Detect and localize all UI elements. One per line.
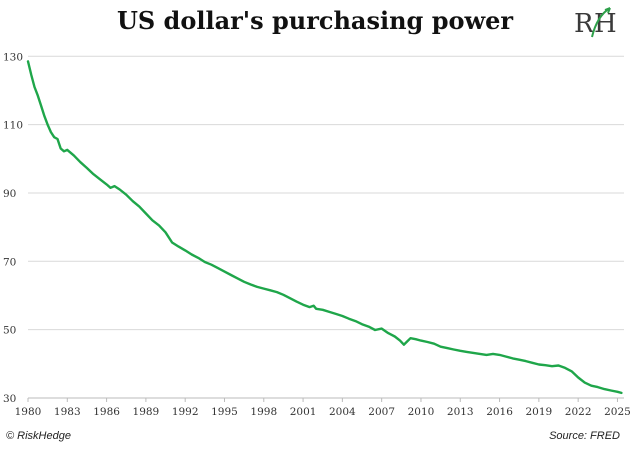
x-tick-label: 2025 xyxy=(604,406,630,418)
copyright-label: © RiskHedge xyxy=(6,430,71,442)
chart-title: US dollar's purchasing power xyxy=(116,6,514,35)
x-tick-label: 1983 xyxy=(54,406,81,418)
x-tick-label: 1998 xyxy=(250,406,277,418)
x-axis-ticks: 1980 1983 1986 1989 1992 1995 1998 2001 2004 2007… xyxy=(15,398,630,418)
x-tick-label: 1986 xyxy=(93,406,120,418)
x-tick-label: 1995 xyxy=(211,406,238,418)
y-tick-label: 110 xyxy=(3,120,23,132)
svg-text:R: R xyxy=(574,9,595,39)
x-tick-label: 1992 xyxy=(172,406,199,418)
x-tick-label: 2022 xyxy=(565,406,592,418)
source-label: Source: FRED xyxy=(549,430,620,442)
x-tick-label: 2007 xyxy=(368,406,395,418)
y-tick-label: 90 xyxy=(3,188,16,200)
y-tick-label: 130 xyxy=(3,51,23,63)
x-tick-label: 1980 xyxy=(15,406,42,418)
y-tick-label: 50 xyxy=(3,325,16,337)
gridlines xyxy=(28,55,624,331)
riskhedge-logo: R H xyxy=(574,7,617,39)
y-tick-label: 70 xyxy=(3,256,16,268)
x-tick-label: 2016 xyxy=(486,406,513,418)
purchasing-power-line xyxy=(26,60,623,395)
x-tick-label: 2010 xyxy=(408,406,435,418)
y-axis-ticks: 30 50 70 90 110 130 xyxy=(3,51,23,405)
x-tick-label: 2001 xyxy=(290,406,317,418)
x-tick-label: 1989 xyxy=(133,406,160,418)
x-tick-label: 2004 xyxy=(329,406,356,418)
x-tick-label: 2019 xyxy=(525,406,552,418)
x-tick-label: 2013 xyxy=(447,406,474,418)
y-tick-label: 30 xyxy=(3,393,16,405)
